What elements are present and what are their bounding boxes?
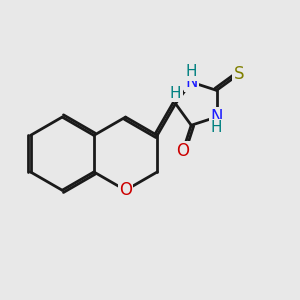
Text: H: H	[185, 64, 197, 80]
Text: S: S	[233, 65, 244, 83]
Text: O: O	[176, 142, 189, 160]
Text: O: O	[119, 181, 132, 199]
Text: N: N	[185, 73, 197, 91]
Text: N: N	[210, 108, 223, 126]
Text: H: H	[211, 120, 222, 135]
Text: H: H	[170, 86, 181, 101]
